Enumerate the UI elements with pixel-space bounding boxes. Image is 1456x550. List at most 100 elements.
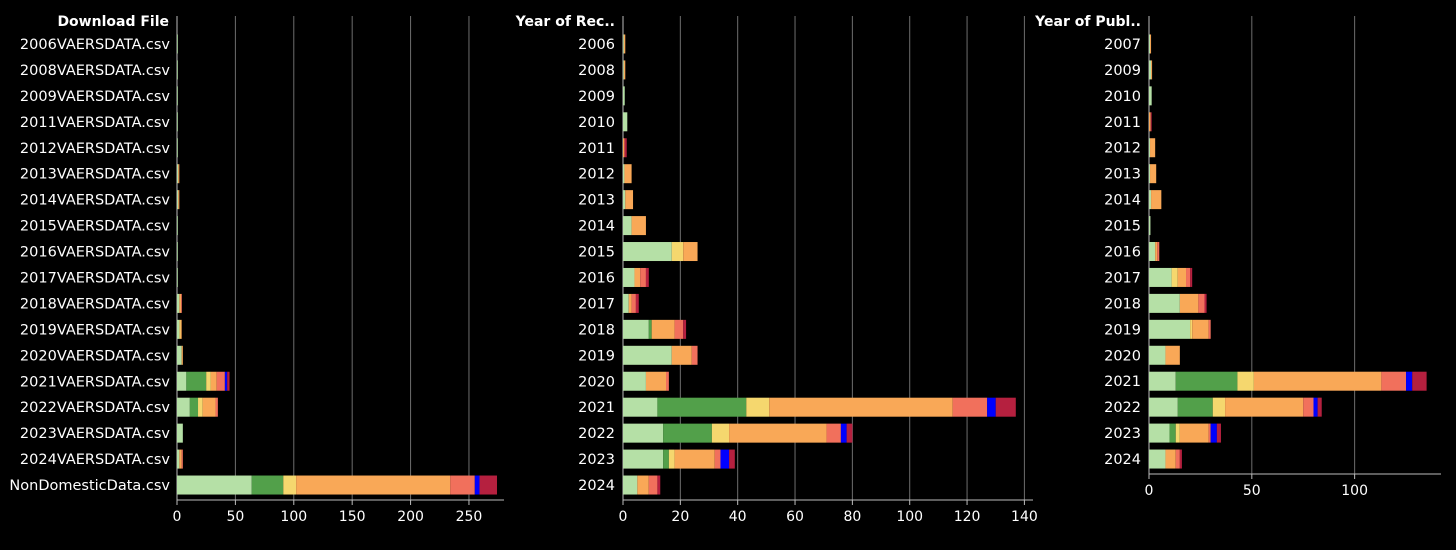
bar-segment [1171,267,1178,287]
tick-label: 100 [280,509,307,525]
bar-segment [623,293,629,313]
tick-label: 200 [397,509,424,525]
category-label: 2008VAERSDATA.csv [20,63,170,79]
tick-label: 20 [671,509,689,525]
bar-segment [1149,60,1152,80]
bar-segment [674,319,684,339]
tick-label: 140 [1011,509,1038,525]
bar-segment [1149,112,1151,132]
bar-segment [631,216,646,236]
category-label: 2022 [1104,400,1141,416]
bar-segment [623,371,646,391]
bar-segment [1149,164,1151,184]
bar-segment [840,423,847,443]
bar-segment [1149,267,1172,287]
bar-segment [181,293,182,313]
bar-segment [1149,397,1178,417]
bar-segment [179,319,181,339]
bar-segment [177,293,180,313]
category-label: 2006 [578,37,615,53]
bars-download-file [177,34,497,495]
bar-segment [648,475,658,495]
bar-segment [1149,216,1151,236]
bar-segment [1151,190,1162,210]
bar-segment [450,475,475,495]
bar-segment [640,267,646,287]
bar-segment [729,449,735,469]
bar-segment [1198,293,1205,313]
bar-segment [1151,60,1153,80]
bar-segment [714,449,721,469]
tick-labels-year-of-rec: 0 20 40 60 80 100 120 140 [619,500,1038,525]
category-label: 2023 [1104,426,1141,442]
category-label: 2019 [1104,322,1141,338]
bar-segment [177,112,178,132]
bar-segment [623,319,649,339]
category-label: 2018VAERSDATA.csv [20,296,170,312]
bar-segment [746,397,770,417]
category-label: 2020 [578,374,615,390]
bar-segment [1225,397,1304,417]
category-label: 2014 [578,219,615,235]
tick-label: 40 [729,509,747,525]
category-labels-download-file: 2006VAERSDATA.csv 2008VAERSDATA.csv 2009VA… [9,37,170,494]
category-label: 2017VAERSDATA.csv [20,270,170,286]
tick-label: 0 [173,509,182,525]
bar-segment [711,423,730,443]
category-label: 2015VAERSDATA.csv [20,219,170,235]
bars-year-of-rec [623,34,1016,495]
bar-segment [637,475,649,495]
tick-label: 0 [1145,483,1154,499]
bar-segment [215,397,218,417]
bar-segment [1149,293,1180,313]
bar-segment [177,34,178,54]
bar-segment [1149,371,1176,391]
bar-segment [1149,449,1166,469]
panel-title-year-of-publ: Year of Publ.. [1034,14,1141,30]
bar-segment [666,371,669,391]
category-label: 2011VAERSDATA.csv [20,115,170,131]
bar-segment [181,449,183,469]
bar-segment [657,475,661,495]
bar-segment [623,86,625,106]
bar-segment [623,267,635,287]
bar-segment [179,293,182,313]
bar-segment [645,371,667,391]
bar-segment [1165,345,1180,365]
category-label: 2021 [1104,374,1141,390]
bar-segment [198,397,203,417]
bar-segment [180,319,182,339]
category-label: 2007 [1104,37,1141,53]
category-label: 2010 [1104,89,1141,105]
tick-label: 120 [954,509,981,525]
bar-segment [1179,423,1209,443]
bar-segment [623,34,626,54]
bar-segment [177,60,178,80]
category-label: 2008 [578,63,615,79]
tick-label: 60 [786,509,804,525]
bar-segment [623,475,638,495]
tick-label: 100 [1341,483,1368,499]
bar-segment [1190,267,1193,287]
bar-segment [1208,423,1211,443]
category-label: NonDomesticData.csv [9,478,170,494]
bar-segment [177,345,182,365]
category-label: 2006VAERSDATA.csv [20,37,170,53]
category-label: 2021 [578,400,615,416]
category-label: 2023 [578,452,615,468]
bar-segment [1212,397,1226,417]
bar-segment [663,423,712,443]
bar-segment [1165,449,1176,469]
bar-segment [645,267,649,287]
bar-segment [474,475,480,495]
panel-year-of-rec: Year of Rec.. 20062008200920102011201220… [515,14,1038,525]
bar-segment [674,449,715,469]
bar-segment [186,371,207,391]
bar-segment [177,216,178,236]
category-label: 2018 [1104,296,1141,312]
tick-label: 250 [456,509,483,525]
category-label: 2024 [578,478,615,494]
bar-segment [691,345,698,365]
bar-segment [623,449,664,469]
tick-label: 150 [339,509,366,525]
